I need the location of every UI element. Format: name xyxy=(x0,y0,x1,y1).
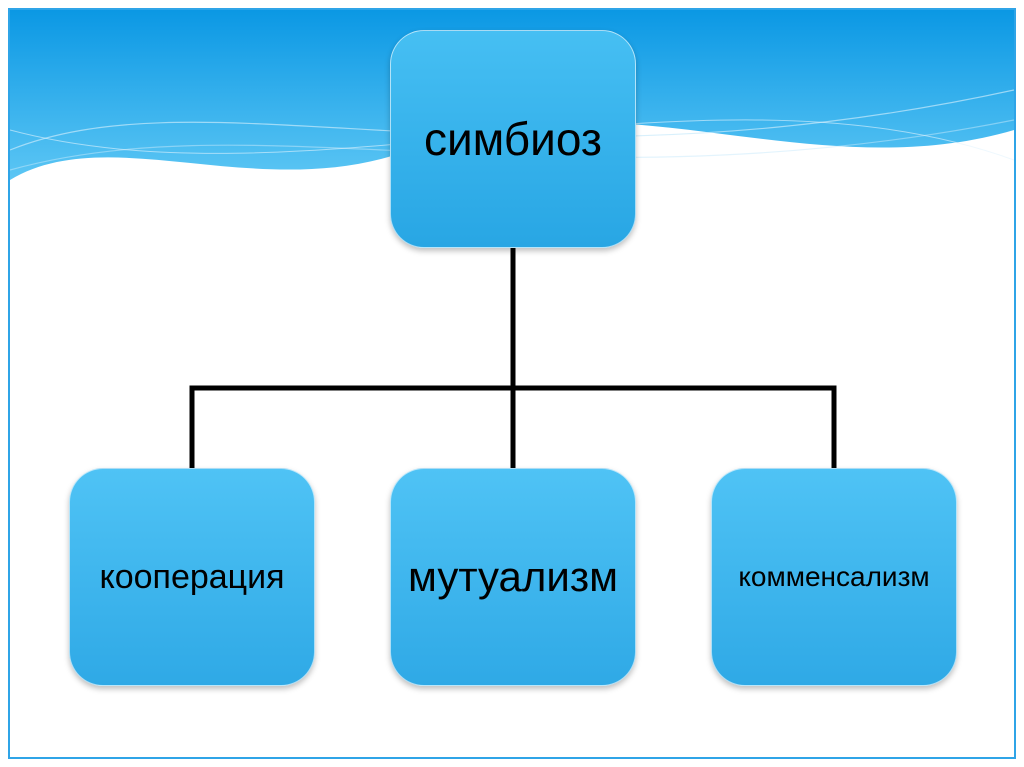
child-node-1: мутуализм xyxy=(390,468,636,686)
child-node-1-label: мутуализм xyxy=(408,553,618,601)
root-node-label: симбиоз xyxy=(424,112,602,166)
child-node-0: кооперация xyxy=(69,468,315,686)
child-node-0-label: кооперация xyxy=(99,558,284,597)
child-node-2: комменсализм xyxy=(711,468,957,686)
root-node: симбиоз xyxy=(390,30,636,248)
child-node-2-label: комменсализм xyxy=(738,561,929,593)
